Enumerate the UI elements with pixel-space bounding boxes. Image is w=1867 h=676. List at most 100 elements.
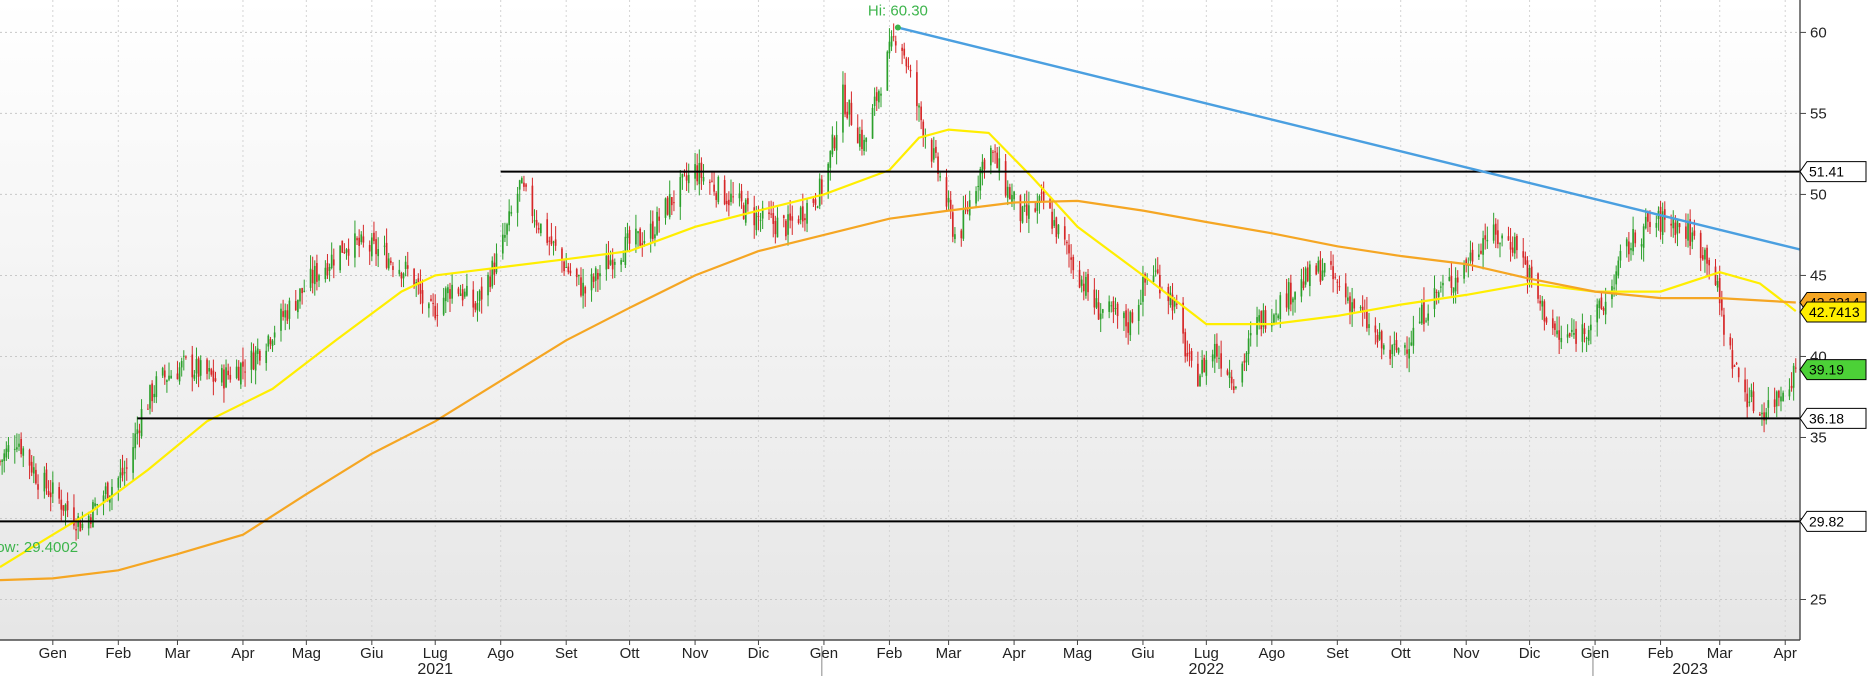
candle-body [436,314,439,316]
candle-body [60,499,63,510]
candle-body [387,258,390,269]
candle-body [417,278,420,286]
candle-body [214,378,217,381]
candle-body [1689,219,1691,246]
candle-body [909,69,912,72]
candle-body [1794,367,1797,369]
candle-body [951,212,954,237]
y-axis-panel [1801,0,1867,676]
candle-body [789,213,791,221]
candle-body [1264,310,1267,329]
candle-body [265,350,268,364]
candle-body [702,177,705,182]
candle-body [136,429,139,435]
candle-body [1513,236,1516,254]
candle-body [1127,322,1130,333]
candle-body [833,137,836,149]
candle-body [801,206,804,222]
candle-body [698,163,701,185]
candle-body [1009,187,1011,200]
candle-body [73,507,75,526]
candle-body [1302,281,1305,289]
candle-body [658,216,660,221]
x-tick-label: Feb [105,645,131,662]
candle-body [1716,281,1719,288]
candle-body [13,448,16,450]
candle-body [1057,224,1060,235]
candle-body [170,375,172,379]
candle-body [907,66,910,68]
candle-body [861,129,863,150]
candle-body [730,193,732,203]
candle-body [1528,268,1531,280]
candle-body [554,239,557,246]
candle-body [1714,266,1717,285]
candle-body [1644,216,1647,229]
candle-body [759,219,762,221]
candle-body [449,289,451,299]
candle-body [1773,399,1776,407]
candle-body [43,472,46,492]
candle-body [250,350,253,370]
candle-body [937,156,939,174]
candle-body [518,180,521,190]
value-tag: 42.7413 [1799,301,1867,323]
candle-body [569,270,572,274]
candle-body [725,200,728,205]
candle-body [32,467,35,474]
candle-body [267,335,270,347]
candle-body [1072,256,1075,271]
value-tag-box [1799,161,1867,183]
x-tick-label: Mag [1063,645,1092,662]
candle-body [552,241,555,243]
x-tick-label: Mar [165,645,191,662]
candle-body [1175,303,1178,305]
candle-body [649,223,652,239]
candle-body [7,445,10,452]
candle-body [330,254,333,269]
candle-body [1287,282,1290,310]
candle-body [1731,350,1734,369]
candle-body [18,443,20,447]
candle-body [1617,260,1620,276]
candle-body [227,370,230,376]
candle-body [1723,314,1725,335]
candle-body [635,228,637,245]
candle-body [1672,218,1675,229]
candle-body [1093,289,1096,308]
candle-body [1186,352,1189,357]
candle-body [1790,385,1793,389]
candle-body [1140,303,1142,305]
candle-body [1315,265,1318,275]
candle-body [326,263,329,276]
candle-body [1423,300,1425,325]
candle-body [92,502,94,528]
year-label: 2021 [417,661,453,676]
candle-body [990,148,992,166]
candle-body [47,490,50,496]
year-label: 2022 [1189,661,1225,676]
candle-body [1080,279,1083,286]
candle-body [863,139,865,151]
candle-body [153,393,156,398]
candle-body [1013,191,1015,200]
x-tick-label: Feb [877,645,903,662]
candle-body [949,199,952,212]
candle-body [1450,275,1453,288]
candle-body [1309,264,1311,287]
candle-body [1330,261,1332,265]
candle-body [134,433,137,449]
candle-body [147,408,149,410]
candle-body [1034,208,1037,212]
candle-body [1232,386,1235,391]
candle-body [1112,300,1115,312]
candle-body [123,472,126,474]
candle-body [199,360,202,376]
gridlines [0,0,1800,640]
candle-body [1247,338,1250,354]
candle-body [1685,226,1687,239]
candle-body [757,215,760,217]
candle-body [768,212,770,215]
candle-body [979,169,982,191]
candle-body [1038,196,1041,204]
